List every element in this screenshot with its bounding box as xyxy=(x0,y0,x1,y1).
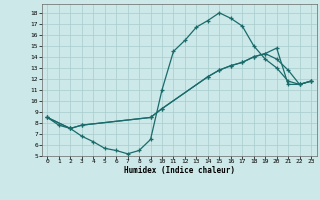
X-axis label: Humidex (Indice chaleur): Humidex (Indice chaleur) xyxy=(124,166,235,175)
